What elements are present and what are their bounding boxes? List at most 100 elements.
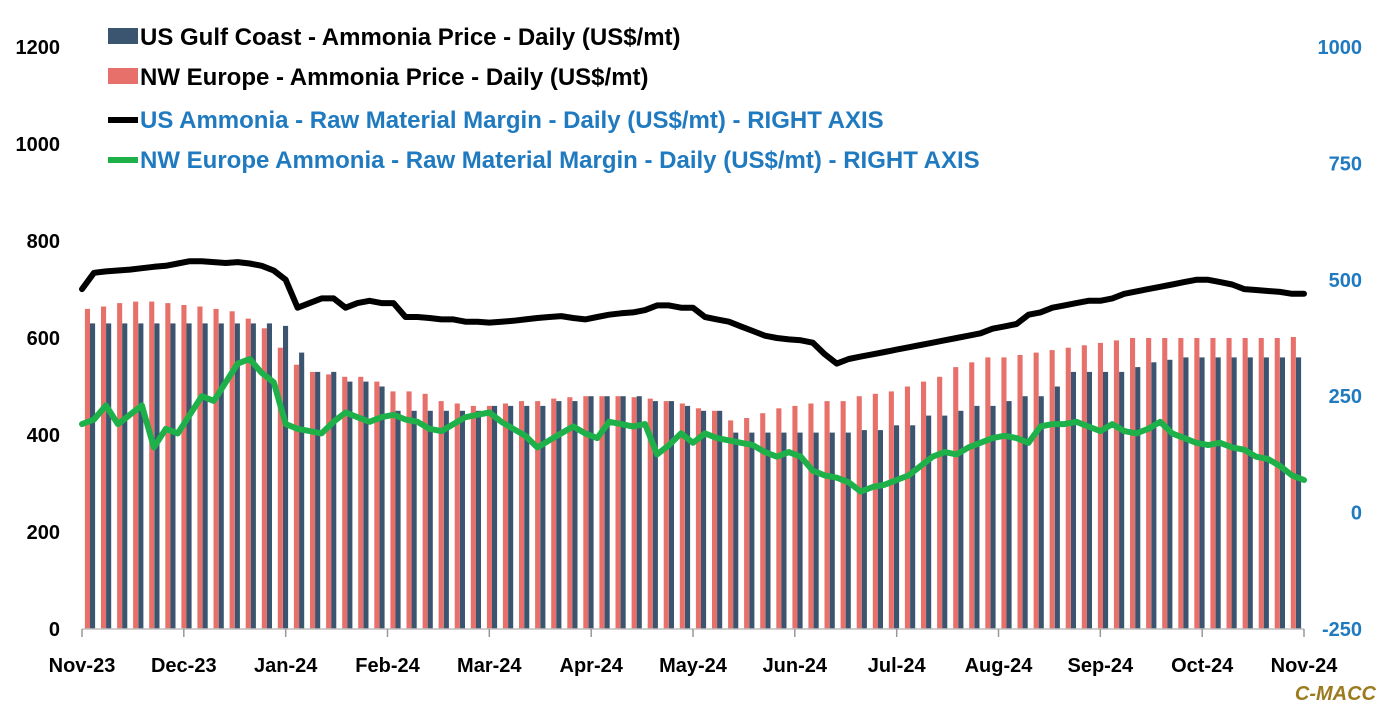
bar-us-price [347,381,353,629]
bar-eu-price [438,401,444,629]
bar-eu-price [245,318,251,629]
bar-eu-price [953,367,959,629]
bar-us-price [894,425,900,629]
right-axis-tick: 1000 [1318,37,1363,59]
bar-us-price [1070,371,1076,629]
bar-us-price [138,323,144,629]
x-axis-tick: Jun-24 [763,655,828,677]
bar-us-price [363,381,369,629]
bar-us-price [781,432,787,629]
bar-us-price [459,410,465,630]
bar-eu-price [615,396,621,629]
x-axis-tick: Aug-24 [965,655,1034,677]
bar-us-price [106,323,112,629]
bar-eu-price [1017,355,1023,629]
bar-eu-price [695,408,701,629]
bar-eu-price [470,405,476,629]
bar-eu-price [1290,337,1296,629]
bar-us-price [1135,367,1141,629]
bar-us-price [701,410,707,630]
bar-eu-price [888,391,894,629]
bar-eu-price [454,403,460,629]
cmacc-watermark: C-MACC [1294,683,1376,705]
x-axis-tick: Feb-24 [355,655,420,677]
bar-us-price [524,405,530,629]
bar-eu-price [824,401,830,629]
bar-eu-price [567,397,573,629]
x-axis-tick: Mar-24 [457,655,522,677]
bar-eu-price [1001,357,1007,629]
bar-us-price [283,325,289,629]
x-axis-tick: Nov-24 [1271,655,1339,677]
bar-us-price [685,405,691,629]
bar-us-price [234,323,240,629]
bar-us-price [877,430,883,629]
bar-us-price [427,410,433,630]
right-axis-tick: 750 [1329,153,1362,175]
bar-us-price [1199,357,1205,629]
left-axis-tick: 600 [27,328,60,350]
bar-eu-price [84,308,90,629]
bar-us-price [1231,357,1237,629]
bar-us-price [1296,357,1302,629]
bar-us-price [250,323,256,629]
bar-us-price [652,401,658,629]
bar-eu-price [326,374,332,629]
bar-us-price [411,410,417,630]
bar-eu-price [229,311,235,629]
bar-us-price [379,386,385,629]
bar-us-price [1215,357,1221,629]
bar-eu-price [149,301,155,629]
bar-us-price [990,405,996,629]
bar-us-price [1022,396,1028,629]
bar-eu-price [101,306,107,629]
bar-us-price [636,396,642,629]
bar-eu-price [647,398,653,629]
bar-eu-price [1258,338,1264,629]
line-eu-margin [79,356,1307,495]
bar-us-price [845,432,851,629]
bar-eu-price [808,403,814,629]
bar-eu-price [1242,338,1248,629]
bar-us-price [1119,371,1125,629]
bar-us-price [202,323,208,629]
bar-eu-price [261,328,267,629]
left-axis-tick: 1200 [16,37,61,59]
x-axis-tick: Oct-24 [1171,655,1234,677]
bar-us-price [170,323,176,629]
legend-label-us-margin: US Ammonia - Raw Material Margin - Daily… [140,107,884,134]
bar-us-price [266,323,272,629]
bar-us-price [1263,357,1269,629]
x-axis-tick: Apr-24 [560,655,624,677]
bar-us-price [1247,357,1253,629]
bar-eu-price [1113,340,1119,629]
bar-us-price [1151,362,1157,630]
line-us-margin [79,258,1307,367]
right-axis-tick: -250 [1322,619,1362,641]
bar-us-price [958,410,964,630]
legend-label-eu-price: NW Europe - Ammonia Price - Daily (US$/m… [140,64,649,91]
bar-eu-price [342,376,348,629]
bar-us-price [1086,371,1092,629]
bar-eu-price [535,401,541,629]
bar-us-price [829,432,835,629]
bar-us-price [668,401,674,629]
x-axis-tick: Dec-23 [151,655,217,677]
x-axis-tick: May-24 [659,655,728,677]
left-axis-tick: 800 [27,231,60,253]
bar-us-price [1103,371,1109,629]
bar-eu-price [310,371,316,629]
bar-us-price [1054,386,1060,629]
bar-eu-price [1162,338,1168,629]
bar-us-price [315,371,321,629]
x-axis-tick: Sep-24 [1068,655,1134,677]
legend: US Gulf Coast - Ammonia Price - Daily (U… [108,24,980,174]
bar-eu-price [406,391,412,629]
bar-us-price [813,432,819,629]
bar-us-price [749,432,755,629]
right-axis-tick: 500 [1329,270,1362,292]
bar-us-price [1006,401,1012,629]
bar-us-price [154,323,160,629]
bar-eu-price [165,303,171,629]
bar-eu-price [1130,338,1136,629]
